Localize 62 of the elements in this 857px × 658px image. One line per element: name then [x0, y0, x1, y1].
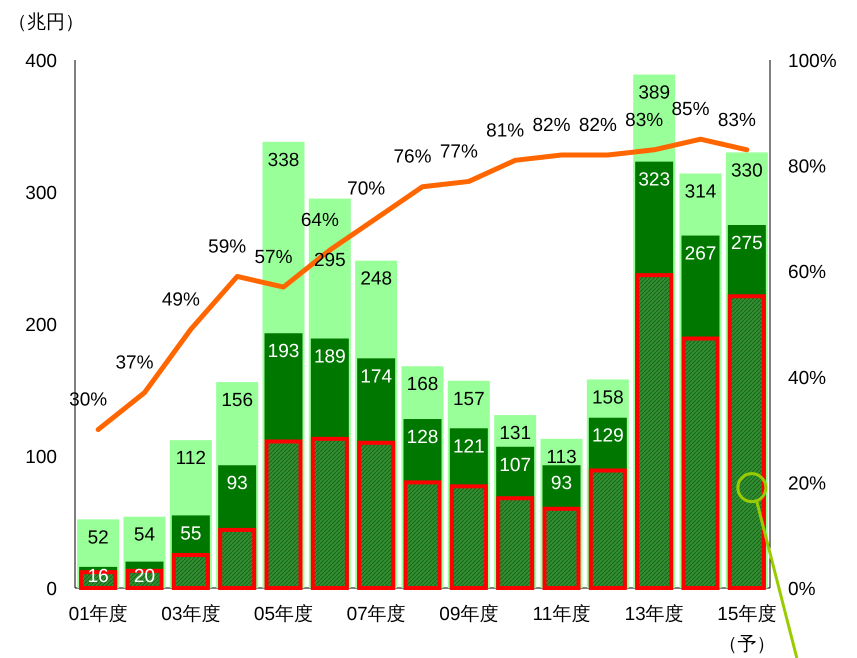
- data-label: 389: [638, 82, 670, 104]
- x-tick-label: 13年度: [624, 603, 684, 625]
- data-label: 57%: [254, 247, 293, 268]
- y-axis-title: （兆円）: [8, 12, 84, 33]
- x-tick-label: 01年度: [68, 603, 128, 625]
- data-label: 107: [499, 454, 532, 476]
- data-label: 338: [268, 150, 300, 171]
- data-label: 59%: [208, 236, 246, 258]
- data-label: 131: [499, 423, 532, 444]
- data-label: 55: [180, 523, 202, 544]
- data-label: 174: [360, 366, 392, 388]
- data-label: 52: [88, 527, 109, 548]
- data-label: 314: [684, 182, 717, 203]
- data-label: 275: [730, 233, 763, 254]
- data-label: 85%: [671, 99, 710, 120]
- data-label: 168: [406, 374, 438, 396]
- y2-tick-label: 80%: [788, 156, 826, 178]
- x-tick-label: 15年度（予）: [717, 603, 776, 655]
- x-tick-label: 05年度: [254, 603, 314, 625]
- y2-tick-label: 0%: [788, 579, 816, 600]
- data-label: 54: [134, 524, 156, 546]
- data-label: 81%: [486, 120, 524, 142]
- data-label: 295: [314, 250, 346, 272]
- data-label: 82%: [532, 115, 571, 136]
- x-tick-label: 07年度: [346, 603, 406, 625]
- data-label: 83%: [718, 110, 756, 131]
- data-label: 64%: [300, 210, 339, 232]
- data-label: 113: [546, 446, 577, 468]
- y2-tick-label: 60%: [788, 262, 826, 284]
- y-tick-label: 400: [25, 51, 57, 72]
- x-tick-label: 03年度: [161, 603, 220, 625]
- data-label: 93: [550, 473, 572, 494]
- data-label: 49%: [162, 289, 200, 310]
- x-tick-label: 11年度: [532, 603, 590, 625]
- y2-tick-label: 100%: [788, 51, 837, 72]
- y-tick-label: 200: [25, 315, 57, 336]
- data-label: 129: [592, 426, 624, 447]
- x-tick-label: 09年度: [439, 603, 498, 625]
- data-label: 70%: [347, 178, 386, 200]
- data-label: 267: [684, 244, 716, 265]
- y2-tick-label: 40%: [788, 368, 826, 389]
- y-tick-label: 100: [25, 447, 57, 468]
- y-tick-label: 0: [46, 579, 57, 600]
- data-label: 156: [221, 390, 254, 412]
- data-label: 121: [452, 436, 485, 458]
- data-label: 330: [730, 160, 763, 182]
- data-label: 93: [226, 473, 248, 494]
- data-label: 82%: [578, 115, 617, 136]
- y2-tick-label: 20%: [788, 473, 826, 494]
- y-tick-label: 300: [25, 183, 57, 204]
- data-label: 128: [406, 427, 438, 448]
- data-label: 76%: [393, 146, 432, 168]
- data-label: 157: [452, 388, 485, 410]
- data-label: 189: [314, 346, 346, 368]
- data-label: 77%: [440, 141, 478, 162]
- data-label: 37%: [115, 352, 154, 374]
- data-label: 158: [592, 387, 624, 408]
- data-label: 323: [638, 170, 670, 191]
- data-label: 193: [268, 341, 300, 362]
- data-label: 83%: [625, 110, 664, 131]
- data-label: 248: [360, 268, 392, 290]
- data-label: 112: [176, 448, 206, 470]
